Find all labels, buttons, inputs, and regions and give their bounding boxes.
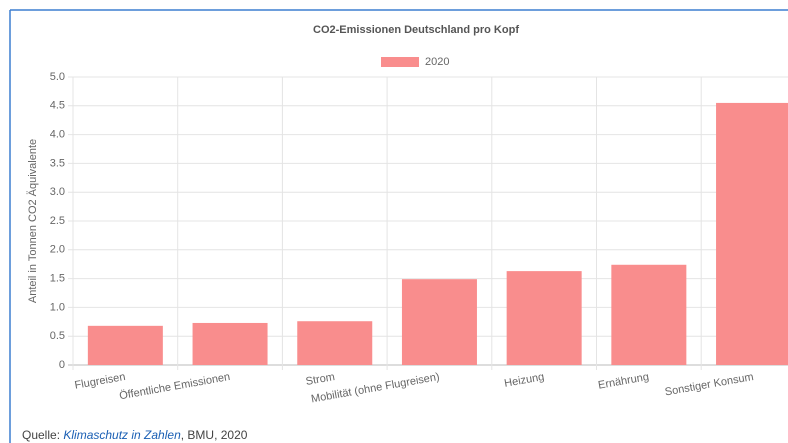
y-tick-label: 4.5 <box>50 100 65 112</box>
source-link[interactable]: Klimaschutz in Zahlen <box>63 428 181 442</box>
y-axis-label: Anteil in Tonnen CO2 Äquivalente <box>27 139 39 303</box>
legend-label: 2020 <box>425 56 449 68</box>
bar <box>401 279 477 365</box>
y-tick-label: 0 <box>59 359 65 371</box>
y-tick-label: 0.5 <box>50 330 65 342</box>
x-tick-label: Heizung <box>503 371 545 390</box>
source-suffix: , BMU, 2020 <box>180 428 248 442</box>
y-tick-label: 4.0 <box>50 129 65 141</box>
y-tick-label: 2.5 <box>50 215 65 227</box>
legend-swatch <box>381 57 419 67</box>
source: Quelle: Klimaschutz in Zahlen, BMU, 2020 <box>22 428 247 442</box>
y-tick-label: 3.0 <box>50 186 65 198</box>
source-prefix: Quelle: <box>22 428 64 442</box>
x-tick-label: Öffentliche Emissionen <box>118 371 231 402</box>
x-tick-label: Ernährung <box>597 371 650 392</box>
bar <box>297 321 373 365</box>
y-tick-label: 1.0 <box>50 301 65 313</box>
bar <box>716 102 788 366</box>
bar <box>611 264 687 365</box>
chart-title: CO2-Emissionen Deutschland pro Kopf <box>313 24 519 36</box>
x-tick-label: Sonstiger Konsum <box>664 371 755 398</box>
x-tick-label: Strom <box>305 371 336 388</box>
y-tick-label: 3.5 <box>50 157 65 169</box>
y-tick-label: 2.0 <box>50 244 65 256</box>
y-tick-label: 1.5 <box>50 273 65 285</box>
y-tick-label: 5.0 <box>50 71 65 83</box>
bar <box>192 322 268 365</box>
x-tick-label: Flugreisen <box>74 371 127 392</box>
bar <box>87 325 163 365</box>
bar <box>506 271 582 365</box>
